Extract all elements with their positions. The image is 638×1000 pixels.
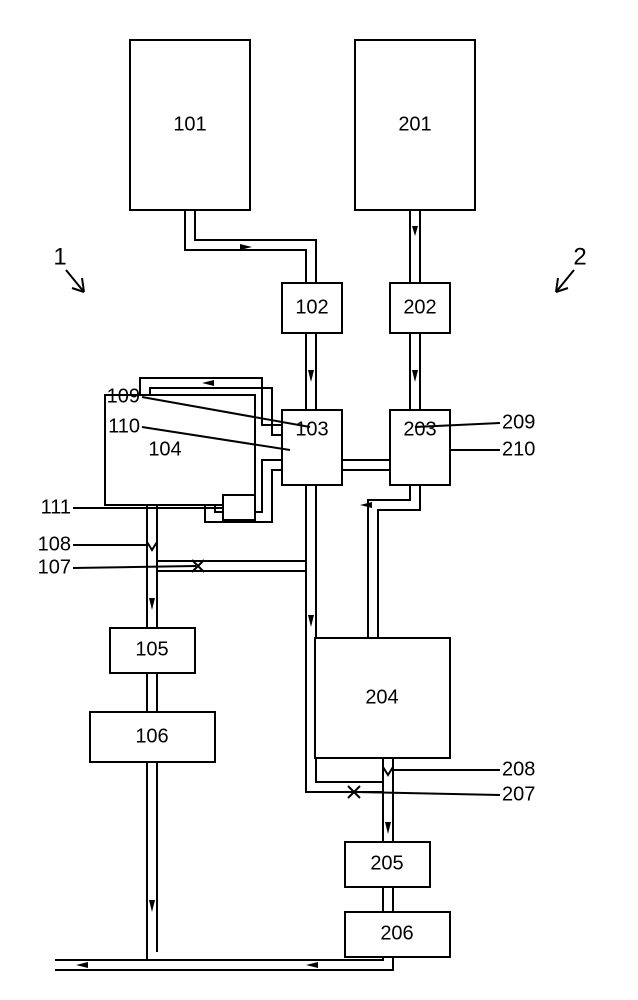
box-labels: 101 201 102 202 103 203 104 204 105 106 … <box>135 113 436 944</box>
region-1-arrow <box>66 270 84 292</box>
label-106: 106 <box>135 725 168 747</box>
label-205: 205 <box>370 852 403 874</box>
label-105: 105 <box>135 638 168 660</box>
label-210: 210 <box>502 438 535 460</box>
label-204: 204 <box>365 686 398 708</box>
label-201: 201 <box>398 113 431 135</box>
label-208: 208 <box>502 758 535 780</box>
label-102: 102 <box>295 296 328 318</box>
label-207: 207 <box>502 783 535 805</box>
label-203: 203 <box>403 418 436 440</box>
label-104: 104 <box>148 438 181 460</box>
label-107: 107 <box>38 556 71 578</box>
label-110: 110 <box>108 415 140 437</box>
region-2-arrow <box>556 270 574 292</box>
label-209: 209 <box>502 411 535 433</box>
label-202: 202 <box>403 296 436 318</box>
label-111: 111 <box>41 496 71 518</box>
region-1-label: 1 <box>53 243 66 270</box>
region-2-label: 2 <box>573 243 586 270</box>
label-206: 206 <box>380 922 413 944</box>
label-109: 109 <box>107 385 140 407</box>
process-diagram: 101 201 102 202 103 203 104 204 105 106 … <box>0 0 638 1000</box>
box-111 <box>223 495 255 520</box>
label-103: 103 <box>295 418 328 440</box>
label-101: 101 <box>173 113 206 135</box>
label-108: 108 <box>38 533 71 555</box>
